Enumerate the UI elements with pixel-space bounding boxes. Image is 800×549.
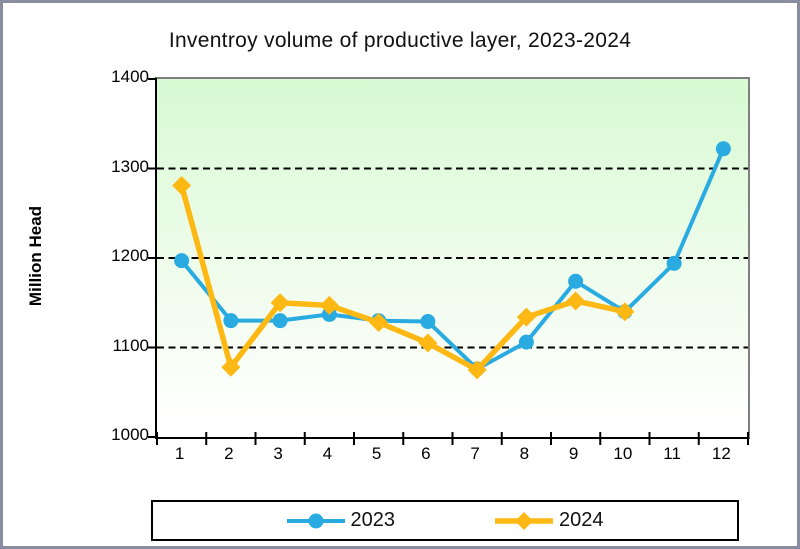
x-tick-label-10: 10 <box>613 444 633 463</box>
data-point-2023-m12 <box>715 141 731 157</box>
x-tick-label-8: 8 <box>519 444 530 463</box>
y-tick-label-1100: 1100 <box>112 335 149 355</box>
y-axis-title: Million Head <box>26 205 45 307</box>
x-tick-label-3: 3 <box>273 444 283 463</box>
data-point-2024-m5 <box>369 312 389 332</box>
data-point-2024-m7 <box>467 360 487 380</box>
x-tick-label-9: 9 <box>568 444 579 463</box>
legend-swatch-2024 <box>495 511 553 530</box>
y-tick-label-1400: 1400 <box>111 67 149 86</box>
x-tick-label-11: 11 <box>663 444 681 463</box>
data-point-2023-m8 <box>518 334 534 350</box>
legend-entry-2023: 2023 <box>286 509 396 532</box>
data-point-2024-m10 <box>615 302 635 322</box>
data-point-2024-m4 <box>319 295 339 315</box>
legend-swatch-2023 <box>286 513 345 528</box>
x-tick-label-2: 2 <box>224 444 234 463</box>
x-tick-label-4: 4 <box>322 444 333 463</box>
x-tick-label-1: 1 <box>174 444 185 463</box>
x-tick-label-5: 5 <box>371 444 382 463</box>
y-tick-label-1200: 1200 <box>111 246 149 265</box>
legend-entry-2024: 2024 <box>495 509 604 532</box>
data-point-2024-m2 <box>221 357 241 377</box>
data-point-2023-m3 <box>272 313 288 329</box>
data-point-2023-m9 <box>568 273 584 289</box>
series-line-2023 <box>179 146 726 371</box>
x-tick-label-7: 7 <box>470 444 480 463</box>
data-point-2024-m1 <box>172 176 192 196</box>
data-point-2023-m1 <box>174 253 190 269</box>
plot-area <box>148 77 750 445</box>
plot-canvas <box>148 78 749 445</box>
y-tick-label-1300: 1300 <box>111 156 149 176</box>
data-point-2024-m9 <box>566 291 586 311</box>
data-point-2023-m6 <box>420 314 436 330</box>
chart-title: Inventroy volume of productive layer, 20… <box>168 29 632 52</box>
x-tick-label-12: 12 <box>711 444 731 463</box>
legend-box: 2023 2024 <box>151 500 739 541</box>
x-tick-label-6: 6 <box>421 444 431 463</box>
data-point-2023-m11 <box>666 255 682 271</box>
legend-label-2023: 2023 <box>350 509 396 531</box>
legend-label-2024: 2024 <box>559 509 604 531</box>
series-line-2024 <box>178 182 628 373</box>
data-point-2024-m6 <box>418 333 438 353</box>
data-point-2024-m8 <box>516 307 536 327</box>
data-point-2024-m3 <box>270 293 290 313</box>
y-tick-label-1000: 1000 <box>111 425 149 444</box>
data-point-2023-m2 <box>223 313 239 329</box>
